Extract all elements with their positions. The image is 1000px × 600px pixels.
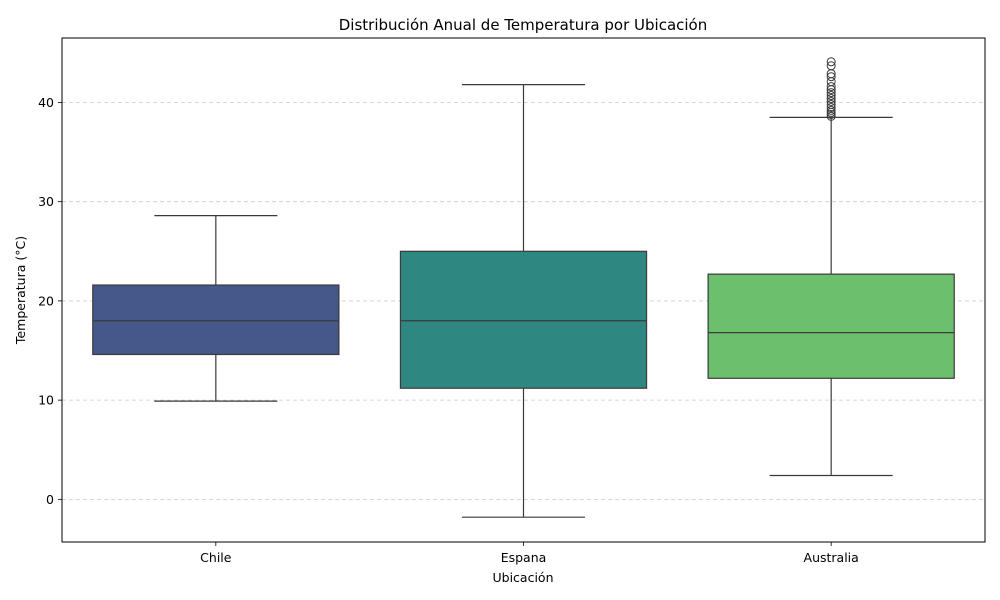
- iqr-box: [707, 273, 955, 379]
- outlier-point: [826, 72, 836, 82]
- outlier-point: [826, 57, 836, 67]
- outlier-point: [826, 96, 836, 106]
- x-axis: Chile Espana Australia: [200, 542, 859, 565]
- x-axis-label: Ubicación: [492, 570, 553, 585]
- outlier-point: [826, 105, 836, 115]
- outlier-point: [826, 102, 836, 112]
- x-tick-label: Espana: [501, 550, 547, 565]
- y-axis: 0 10 20 30 40: [38, 95, 62, 507]
- outlier-point: [826, 94, 836, 104]
- outlier-point: [826, 82, 836, 92]
- chart-title: Distribución Anual de Temperatura por Ub…: [339, 16, 707, 34]
- box-group-espana: [399, 84, 648, 518]
- box-group-chile: [92, 214, 340, 402]
- y-tick-label: 40: [38, 95, 54, 110]
- outlier-point: [826, 61, 836, 71]
- box-group-australia: [707, 57, 955, 477]
- x-tick-label: Australia: [804, 550, 859, 565]
- iqr-box: [92, 284, 340, 356]
- boxes: [92, 57, 955, 518]
- outlier-point: [826, 91, 836, 101]
- y-tick-label: 20: [38, 293, 54, 308]
- y-axis-label: Temperatura (°C): [13, 236, 28, 345]
- x-tick-label: Chile: [200, 550, 232, 565]
- y-tick-label: 10: [38, 393, 54, 408]
- y-tick-label: 0: [46, 492, 54, 507]
- y-tick-label: 30: [38, 194, 54, 209]
- outlier-point: [826, 88, 836, 98]
- iqr-box: [399, 250, 648, 389]
- outlier-point: [826, 99, 836, 109]
